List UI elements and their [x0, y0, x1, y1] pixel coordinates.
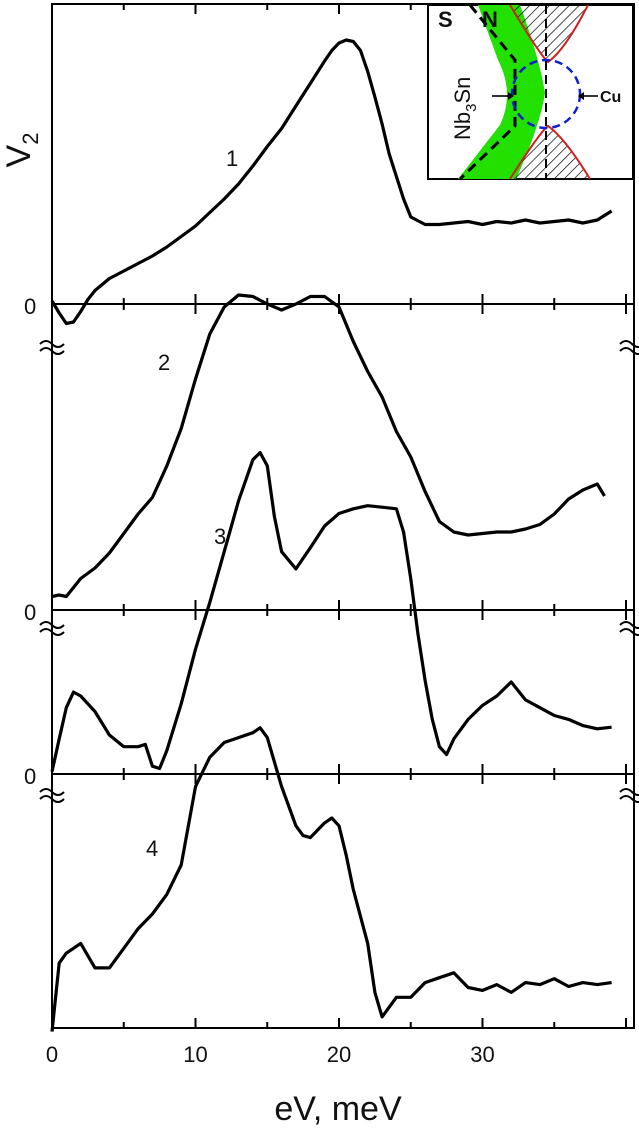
plot-frame: [51, 3, 635, 1029]
inset-label-cu: Cu: [600, 89, 621, 106]
axis-break-mark: [619, 621, 639, 629]
inset-label-n: N: [482, 7, 498, 32]
axis-break-mark: [619, 788, 639, 796]
axis-break-mark: [619, 340, 639, 348]
series-label-1: 1: [226, 146, 238, 171]
x-ticks: [51, 4, 627, 1028]
y-axis-title-main: V: [0, 144, 38, 167]
axis-break-mark: [39, 788, 65, 796]
axis-break-mark: [39, 795, 65, 803]
series-line-2: [51, 293, 606, 599]
zero-label-panel-3: 0: [24, 764, 36, 789]
axis-break-mark: [619, 795, 639, 803]
inset-sn-boundary: [458, 5, 517, 179]
inset-nb3sn-region: [458, 5, 545, 179]
inset-red-boundary-top: [509, 5, 589, 64]
y-axis-title-sub: 2: [18, 133, 43, 145]
series-label-3: 3: [214, 524, 226, 549]
axis-break-mark: [39, 628, 65, 636]
x-tick-label-10: 10: [183, 1042, 207, 1067]
axis-breaks: [39, 340, 639, 803]
inset-label-s: S: [438, 7, 453, 32]
inset-label-nb-sub: 3: [463, 104, 480, 112]
inset-contact-circle: [510, 58, 582, 130]
x-tick-label-20: 20: [327, 1042, 351, 1067]
inset-red-boundary-bottom: [509, 124, 591, 179]
inset-label-sn: Sn: [450, 77, 475, 104]
axis-break-mark: [39, 340, 65, 348]
inset-label-nb3sn: Nb3Sn: [450, 77, 480, 140]
series-line-1: [50, 38, 613, 326]
y-axis-title: V2: [0, 133, 43, 168]
zero-label-panel-1: 0: [24, 294, 36, 319]
inset-arrowhead-left: [508, 92, 514, 100]
zero-label-panel-2: 0: [24, 600, 36, 625]
inset-diagram: S N Nb3Sn Cu: [427, 4, 634, 180]
inset-hatch-top: [510, 5, 588, 62]
axis-break-mark: [39, 621, 65, 629]
series-label-2: 2: [158, 350, 170, 375]
x-tick-label-0: 0: [46, 1042, 58, 1067]
x-axis-title: eV, meV: [274, 1090, 402, 1128]
x-tick-label-30: 30: [470, 1042, 494, 1067]
axis-break-mark: [39, 347, 65, 355]
series-label-4: 4: [146, 836, 158, 861]
series-line-3: [50, 451, 612, 773]
inset-label-nb: Nb: [450, 112, 475, 140]
axis-break-mark: [619, 628, 639, 636]
inset-hatch-bottom: [510, 126, 590, 179]
axis-break-mark: [619, 347, 639, 355]
inset-arrowhead-right: [578, 92, 584, 100]
series-line-4: [50, 726, 612, 1032]
